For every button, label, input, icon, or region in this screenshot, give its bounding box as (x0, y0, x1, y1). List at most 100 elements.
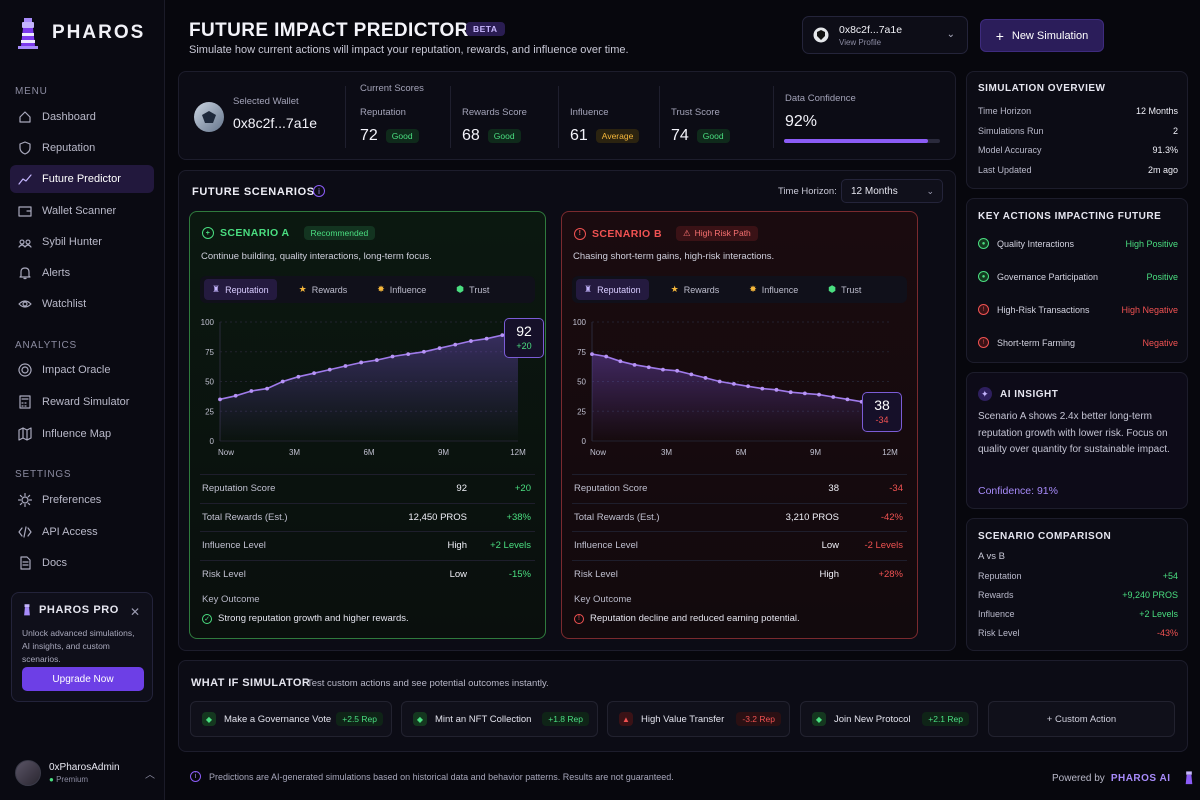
key-action-row: ● Governance Participation Positive (978, 271, 1178, 282)
x-tick-label: 12M (882, 448, 898, 457)
data-point[interactable] (453, 342, 458, 347)
user-tier: ● Premium (49, 775, 120, 784)
sidebar-item-dashboard[interactable]: Dashboard (10, 103, 154, 131)
comparison-value: +2 Levels (1139, 609, 1178, 619)
sidebar-item-wallet-scanner[interactable]: Wallet Scanner (10, 197, 154, 225)
data-point[interactable] (218, 397, 222, 402)
tab-rewards[interactable]: ★ Rewards (663, 279, 728, 300)
data-point[interactable] (760, 386, 765, 391)
data-point[interactable] (831, 395, 836, 399)
data-point[interactable] (233, 393, 238, 398)
key-action-row: ! Short-term Farming Negative (978, 337, 1178, 348)
sidebar-item-api-access[interactable]: API Access (10, 518, 154, 546)
sidebar-item-alerts[interactable]: Alerts (10, 259, 154, 287)
tab-trust[interactable]: ⬢ Trust (448, 279, 497, 300)
sidebar-item-label: Impact Oracle (42, 364, 111, 376)
metric-value: 92 (456, 483, 467, 495)
data-point[interactable] (265, 386, 269, 391)
data-point[interactable] (774, 387, 779, 392)
what-if-action-2[interactable]: ◆ Mint an NFT Collection +1.8 Rep (401, 701, 598, 737)
data-point[interactable] (703, 376, 708, 380)
key-action-impact: Negative (1142, 337, 1178, 348)
chevron-up-icon[interactable]: ︿ (145, 769, 155, 781)
overview-value: 2m ago (1147, 164, 1178, 175)
tooltip-delta: +20 (516, 340, 532, 351)
data-point[interactable] (421, 349, 426, 354)
sidebar-item-reward-simulator[interactable]: Reward Simulator (10, 388, 154, 416)
data-point[interactable] (327, 367, 332, 372)
ai-insight-title-text: AI INSIGHT (1000, 388, 1059, 400)
score-value-row: 61 Average (570, 127, 640, 145)
scenario-comparison-panel: SCENARIO COMPARISON A vs B Reputation +54… (966, 518, 1188, 651)
data-point[interactable] (675, 368, 680, 373)
data-point[interactable] (296, 374, 301, 379)
data-point[interactable] (646, 365, 651, 370)
data-point[interactable] (618, 359, 623, 364)
data-point[interactable] (717, 379, 722, 384)
sidebar-item-future-predictor[interactable]: Future Predictor (10, 165, 154, 194)
what-if-action-1[interactable]: ◆ Make a Governance Vote +2.5 Rep (190, 701, 392, 737)
series-area (220, 331, 518, 441)
data-point[interactable] (661, 367, 665, 372)
sidebar-item-docs[interactable]: Docs (10, 549, 154, 577)
close-icon[interactable]: ✕ (129, 605, 140, 619)
data-point[interactable] (732, 381, 736, 386)
user-name: 0xPharosAdmin (49, 762, 120, 773)
comparison-label: Rewards (978, 590, 1014, 600)
high-risk-badge: ⚠ High Risk Path (675, 226, 758, 241)
tab-reputation[interactable]: ♜ Reputation (204, 279, 277, 300)
sidebar-item-impact-oracle[interactable]: Impact Oracle (10, 356, 154, 384)
tab-reputation[interactable]: ♜ Reputation (576, 279, 649, 300)
data-point[interactable] (689, 372, 694, 377)
tab-trust[interactable]: ⬢ Trust (820, 279, 869, 300)
sidebar-item-watchlist[interactable]: Watchlist (10, 290, 154, 318)
metric-row: Reputation Score 38 -34 (572, 474, 907, 503)
data-point[interactable] (469, 339, 473, 343)
what-if-action-3[interactable]: ▲ High Value Transfer -3.2 Rep (607, 701, 790, 737)
sidebar-item-sybil-hunter[interactable]: Sybil Hunter (10, 228, 154, 256)
new-simulation-button[interactable]: + New Simulation (980, 19, 1104, 52)
data-point[interactable] (845, 397, 850, 402)
what-if-action-4[interactable]: ◆ Join New Protocol +2.1 Rep (800, 701, 978, 737)
data-point[interactable] (802, 391, 807, 396)
upgrade-button[interactable]: Upgrade Now (22, 667, 144, 691)
data-point[interactable] (312, 371, 317, 376)
brand[interactable]: PHAROS (16, 16, 145, 50)
sidebar-item-reputation[interactable]: Reputation (10, 134, 154, 162)
sidebar-item-influence-map[interactable]: Influence Map (10, 420, 154, 448)
data-point[interactable] (746, 384, 750, 389)
tab-label: Trust (469, 284, 490, 295)
data-point[interactable] (249, 389, 254, 393)
data-point[interactable] (374, 358, 379, 362)
tab-influence[interactable]: ✸ Influence (369, 279, 434, 300)
data-point[interactable] (343, 364, 348, 368)
comparison-value: +9,240 PROS (1122, 590, 1178, 600)
menu-section-label: MENU (15, 86, 48, 97)
data-point[interactable] (817, 392, 821, 397)
time-horizon-select[interactable]: 12 Months ⌄ (841, 179, 943, 203)
tab-influence[interactable]: ✸ Influence (741, 279, 806, 300)
data-point[interactable] (437, 346, 442, 351)
data-point[interactable] (484, 336, 489, 341)
view-profile-link[interactable]: View Profile (839, 37, 882, 47)
sidebar-item-preferences[interactable]: Preferences (10, 486, 154, 514)
user-profile[interactable]: 0xPharosAdmin ● Premium ︿ (15, 760, 155, 786)
ai-insight-text: Scenario A shows 2.4x better long-term r… (978, 411, 1170, 455)
data-point[interactable] (406, 352, 411, 357)
data-point[interactable] (590, 352, 594, 357)
info-icon[interactable]: i (313, 185, 325, 197)
data-point[interactable] (788, 390, 793, 395)
data-point[interactable] (604, 354, 609, 359)
custom-action-button[interactable]: + Custom Action (988, 701, 1175, 737)
data-point[interactable] (500, 333, 505, 337)
tab-rewards[interactable]: ★ Rewards (291, 279, 356, 300)
data-point[interactable] (390, 354, 395, 359)
future-scenarios-title: FUTURE SCENARIOS (192, 186, 315, 198)
transfer-icon: ▲ (619, 712, 633, 726)
data-point[interactable] (280, 379, 285, 384)
wallet-selector[interactable]: 0x8c2f...7a1e View Profile ⌄ (802, 16, 968, 54)
score-value: 61 (570, 127, 588, 144)
data-point[interactable] (632, 362, 637, 367)
status-badge: Good (385, 129, 419, 143)
data-point[interactable] (359, 360, 364, 365)
